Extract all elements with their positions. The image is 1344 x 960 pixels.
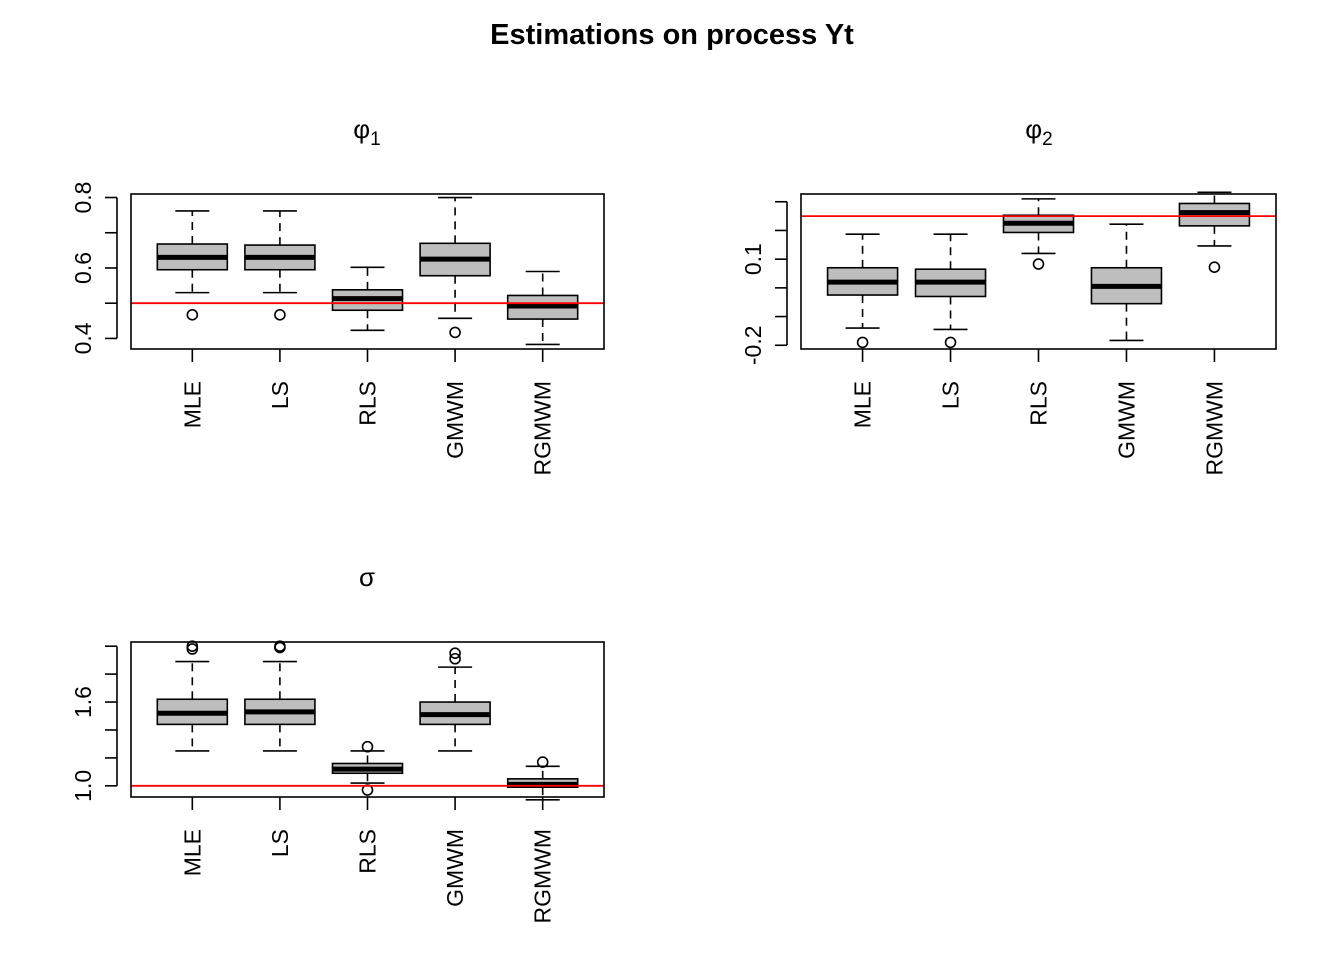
outlier-point [536,756,549,768]
y-tick-label: 0.8 [70,182,96,214]
category-label-gmwm: GMWM [442,829,468,907]
y-tick-label: 0.1 [740,243,766,275]
panel-title-symbol: φ [1025,114,1042,144]
panel-title: σ [359,562,375,592]
box-mle [826,233,899,349]
category-label-ls: LS [267,829,293,857]
panel-title-subscript: 2 [1042,129,1053,150]
box-rls [1002,198,1075,270]
category-label-rgmwm: RGMWM [530,829,556,924]
category-label-rls: RLS [355,381,381,426]
boxplot-panel-3: σ 1.0 1.6 MLE LS RLS GMWM RGMWM [70,562,605,924]
box-ls [244,640,316,752]
category-label-mle: MLE [850,381,876,428]
outlier-point [274,640,286,652]
box-ls [914,233,987,349]
box-rgmwm [506,270,579,346]
category-label-ls: LS [938,381,964,409]
category-label-rls: RLS [1026,381,1052,426]
category-label-gmwm: GMWM [1113,381,1139,459]
outlier-point [274,309,286,321]
panel-title-symbol: σ [359,562,375,592]
category-label-gmwm: GMWM [442,381,468,459]
box-mle [156,210,229,321]
box-gmwm [419,647,491,752]
outlier-point [1208,261,1221,273]
panel-title: φ2 [1025,114,1052,150]
panel-title: φ1 [353,114,380,150]
outlier-point [944,336,957,349]
outlier-point [449,652,461,665]
outlier-point [449,326,461,339]
box-rls [331,266,404,332]
category-label-ls: LS [267,381,293,409]
category-label-rls: RLS [355,829,381,874]
outlier-point [186,640,199,652]
outlier-point [186,309,199,321]
box-ls [244,210,316,321]
panel-title-symbol: φ [353,114,370,144]
category-label-mle: MLE [179,381,205,428]
box-gmwm [1090,223,1163,342]
figure-title: Estimations on process Yt [490,19,854,51]
box-rgmwm [1178,191,1251,273]
y-tick-label: 1.6 [70,686,96,718]
y-tick-label: 0.4 [70,322,96,354]
box-gmwm [419,196,491,339]
panel-title-subscript: 1 [370,129,381,150]
outlier-point [361,740,374,753]
category-label-mle: MLE [179,829,205,876]
box-mle [156,640,229,752]
category-label-rgmwm: RGMWM [1201,381,1227,476]
y-tick-label: -0.2 [740,325,766,365]
y-tick-label: 0.6 [70,252,96,284]
boxplot-panel-1: φ1 0.4 0.6 0.8 MLE LS RLS GMWM RGMWM [70,114,605,476]
category-label-rgmwm: RGMWM [530,381,556,476]
box-rls [331,740,404,796]
y-tick-label: 1.0 [70,770,96,802]
outlier-point [449,647,461,659]
box-rgmwm [506,756,579,801]
outlier-point [856,336,869,349]
boxplot-panel-2: φ2 -0.2 0.1 MLE LS RLS GMWM RGMWM [740,114,1277,476]
outlier-point [1032,258,1045,270]
